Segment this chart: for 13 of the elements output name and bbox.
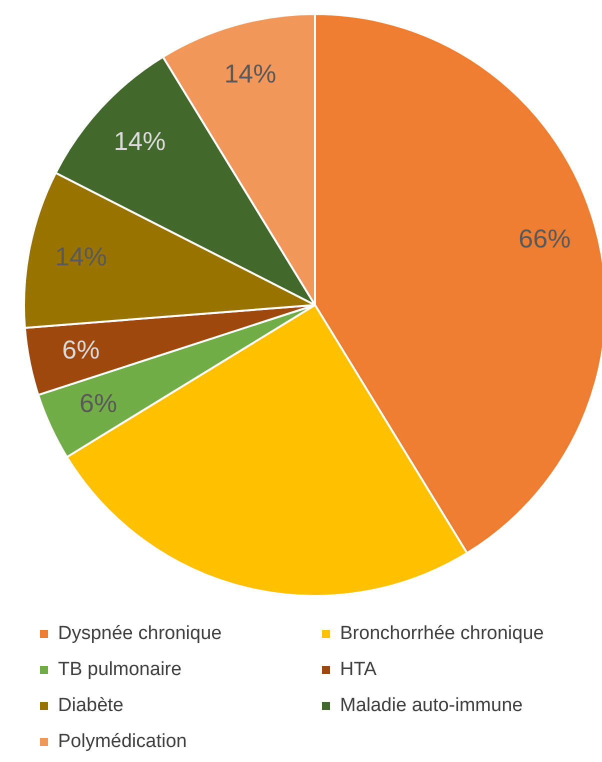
legend-label: Maladie auto-immune — [340, 695, 523, 717]
legend-label: HTA — [340, 659, 377, 681]
data-label: 14% — [54, 242, 107, 272]
legend-label: Polymédication — [58, 731, 187, 753]
data-label: 6% — [80, 388, 118, 418]
legend-label: Bronchorrhée chronique — [340, 623, 544, 645]
data-label: 6% — [62, 334, 100, 365]
legend-label: Dyspnée chronique — [58, 623, 222, 645]
data-label: 66% — [518, 223, 571, 254]
data-label: 14% — [114, 126, 166, 156]
legend-label: TB pulmonaire — [58, 659, 182, 681]
legend-label: Diabète — [58, 695, 124, 717]
data-label: 14% — [224, 58, 276, 89]
